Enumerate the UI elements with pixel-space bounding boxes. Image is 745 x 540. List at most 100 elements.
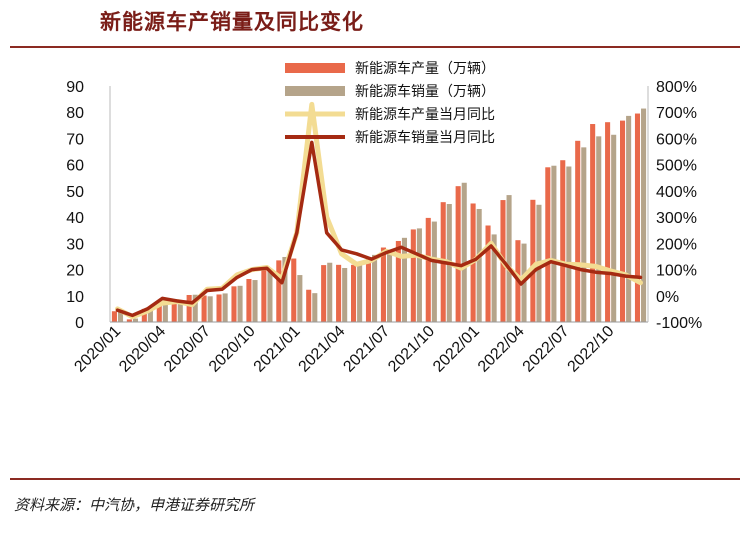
production-bar [246, 278, 252, 322]
production-bar [201, 295, 207, 322]
sales-bar [117, 310, 124, 322]
production-bar [186, 294, 192, 322]
right-tick-label: -100% [656, 315, 702, 332]
production-bar [575, 140, 581, 322]
production-bar [171, 300, 177, 322]
sales-bar [641, 108, 647, 322]
sales-yoy-line [115, 140, 643, 318]
production-bar [560, 160, 566, 322]
production-bar [455, 186, 461, 322]
left-tick-label: 80 [66, 105, 84, 122]
sales-bar [416, 228, 422, 322]
production-bar [351, 264, 357, 322]
production-bar [141, 308, 147, 322]
production-bar [590, 124, 596, 323]
production-bar [634, 113, 641, 323]
sales-bar [431, 221, 437, 322]
production-bar [216, 294, 222, 322]
sales-bar [177, 300, 183, 322]
sales-bar [372, 254, 378, 322]
production-bar [380, 247, 386, 322]
sales-bar [147, 308, 153, 322]
sales-bar [611, 134, 617, 322]
right-tick-label: 800% [656, 79, 697, 96]
left-tick-label: 90 [66, 79, 84, 96]
legend-label: 新能源车销量当月同比 [355, 129, 495, 146]
x-tick-label: 2022/01 [430, 323, 483, 376]
production-bar [321, 265, 327, 322]
chart-svg: 0 10 20 30 40 50 60 70 80 90 -100% 0% 100% 200% 300% 40… [66, 60, 702, 376]
sales-bar [162, 303, 168, 322]
production-bar [276, 260, 282, 322]
sales-bar [461, 182, 467, 322]
sales-bar [357, 265, 363, 322]
production-bar [111, 311, 117, 322]
production-bar [620, 120, 626, 322]
sales-bar [207, 296, 213, 322]
x-tick-label: 2021/07 [340, 323, 393, 376]
line-layer [115, 101, 643, 320]
production-bar [425, 217, 431, 322]
production-bar [126, 319, 132, 322]
production-bar [395, 240, 401, 322]
sales-bar [476, 208, 482, 322]
production-bar [291, 258, 297, 322]
source-divider [10, 478, 740, 480]
sales-bar [596, 136, 602, 322]
x-tick-label: 2020/07 [161, 323, 214, 376]
sales-bar [252, 280, 258, 322]
x-tick-label: 2021/04 [296, 323, 349, 376]
sales-bar [267, 269, 273, 322]
right-tick-label: 0% [656, 289, 679, 306]
legend-swatch-production [285, 63, 345, 73]
legend-label: 新能源车销量（万辆） [355, 83, 495, 100]
sales-bar [222, 293, 228, 322]
sales-bar [581, 147, 587, 322]
sales-bar [237, 285, 243, 322]
production-bar [530, 199, 536, 322]
right-tick-label: 500% [656, 158, 697, 175]
right-tick-label: 400% [656, 184, 697, 201]
sales-bar [566, 166, 572, 322]
x-tick-label: 2022/10 [565, 323, 618, 376]
sales-bar [401, 237, 407, 322]
legend-label: 新能源车产量（万辆） [355, 60, 495, 77]
chart-title: 新能源车产销量及同比变化 [100, 9, 364, 34]
production-bar [156, 301, 162, 322]
left-tick-label: 30 [66, 236, 84, 253]
production-bar [485, 225, 491, 322]
production-bar [605, 122, 611, 322]
left-tick-label: 0 [75, 315, 84, 332]
left-tick-label: 70 [66, 131, 84, 148]
sales-bar [327, 262, 333, 322]
legend-label: 新能源车产量当月同比 [355, 106, 495, 123]
production-bar [306, 289, 312, 322]
production-bar [261, 270, 267, 322]
right-tick-label: 600% [656, 131, 697, 148]
left-tick-label: 50 [66, 184, 84, 201]
sales-bar [506, 195, 512, 322]
left-tick-label: 40 [66, 210, 84, 227]
production-bar [365, 256, 372, 322]
sales-bar [491, 234, 497, 322]
sales-bar [312, 293, 318, 322]
x-tick-label: 2022/07 [520, 323, 573, 376]
title-divider [10, 46, 740, 48]
sales-bar [342, 267, 348, 322]
sales-bar [626, 115, 632, 322]
legend-swatch-sales [285, 86, 345, 96]
right-tick-label: 200% [656, 236, 697, 253]
left-tick-label: 10 [66, 289, 84, 306]
production-bar [231, 286, 237, 322]
right-tick-label: 300% [656, 210, 697, 227]
x-tick-label: 2022/04 [475, 323, 528, 376]
sales-bar [192, 294, 198, 322]
production-bar [336, 264, 342, 322]
left-tick-label: 20 [66, 263, 84, 280]
sales-bar [551, 165, 557, 322]
right-tick-label: 700% [656, 105, 697, 122]
x-tick-label: 2020/04 [116, 323, 169, 376]
production-bar [545, 167, 551, 322]
sales-bar [297, 275, 303, 322]
